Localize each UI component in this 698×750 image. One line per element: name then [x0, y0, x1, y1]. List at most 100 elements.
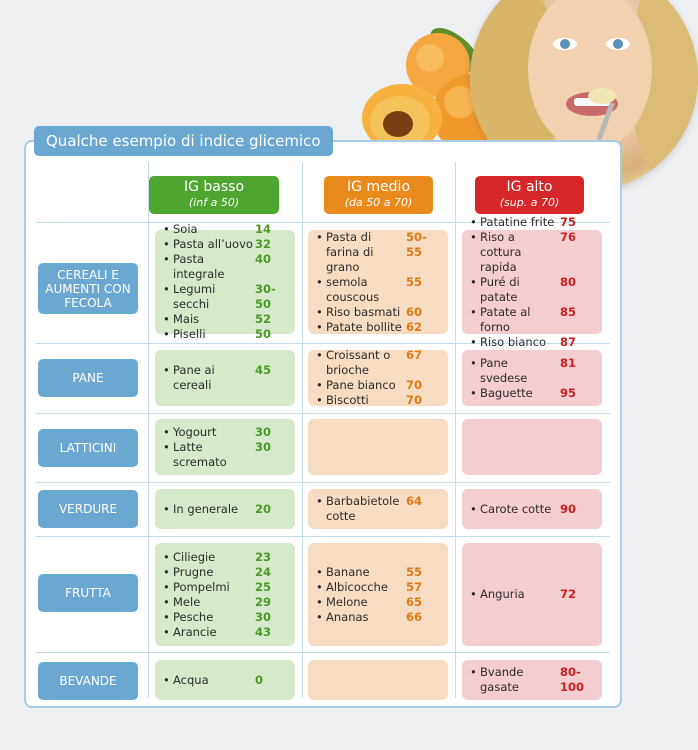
food-item: • Patatine frite 75	[470, 215, 594, 230]
glycemic-index-value: 65	[406, 594, 423, 609]
food-item: • Carote cotte 90	[470, 502, 594, 517]
glycemic-index-value: 55	[406, 564, 423, 579]
food-name: Melone	[326, 594, 368, 609]
food-name: Patate bollite	[326, 319, 402, 334]
cell-latticini-high	[462, 419, 602, 475]
food-item: • Banane 55	[316, 565, 440, 580]
bullet-icon: •	[163, 363, 170, 377]
bullet-icon: •	[470, 214, 477, 229]
food-name: Barbabietole cotte	[326, 494, 400, 523]
food-item: • Legumi secchi 30-50	[163, 282, 287, 312]
food-name: Bvande gasate	[480, 665, 524, 694]
food-item: • Mele 29	[163, 595, 287, 610]
glycemic-index-value: 30	[255, 439, 272, 454]
glycemic-index-value: 76	[560, 229, 577, 244]
food-name: Riso a cottura rapida	[480, 229, 522, 274]
cell-bevande-high: • Bvande gasate 80-100	[462, 660, 602, 700]
row-label-verdure: VERDURE	[38, 490, 138, 528]
food-name: Piselli	[173, 327, 206, 341]
glycemic-index-value: 70	[406, 378, 423, 392]
row-label-cereali: CEREALI E AUMENTI CON FECOLA	[38, 263, 138, 314]
food-item: • Ananas 66	[316, 610, 440, 625]
glycemic-index-value: 81	[560, 355, 577, 370]
bullet-icon: •	[470, 355, 477, 370]
food-name: Ciliegie	[173, 549, 216, 564]
glycemic-index-value: 29	[255, 594, 272, 609]
bullet-icon: •	[163, 222, 170, 236]
bullet-icon: •	[316, 319, 323, 334]
food-name: Pane bianco	[326, 378, 396, 392]
cell-bevande-low: • Acqua 0	[155, 660, 295, 700]
column-header-ig-alto: IG alto (sup. a 70)	[475, 176, 584, 214]
grid-line	[36, 652, 610, 653]
glycemic-index-value: 64	[406, 494, 423, 508]
bullet-icon: •	[163, 312, 170, 326]
column-header-range: (inf a 50)	[188, 196, 240, 209]
food-item: • Croissant o brioche 67	[316, 348, 440, 378]
food-name: Pasta integrale	[173, 252, 225, 281]
food-name: Prugne	[173, 564, 214, 579]
cell-pane-high: • Pane svedese 81 • Baguette 95	[462, 350, 602, 406]
food-item: • Mais 52	[163, 312, 287, 327]
glycemic-index-value: 50	[255, 327, 272, 341]
row-label-frutta: FRUTTA	[38, 574, 138, 612]
column-header-label: IG alto	[506, 179, 553, 195]
bullet-icon: •	[163, 252, 170, 266]
food-name: Carote cotte	[480, 501, 552, 516]
page-title: Qualche esempio di indice glicemico	[34, 126, 333, 156]
cell-latticini-mid	[308, 419, 448, 475]
food-name: Pesche	[173, 609, 214, 624]
food-item: • Puré di patate 80	[470, 275, 594, 305]
food-item: • Pasta integrale 40	[163, 252, 287, 282]
column-header-label: IG basso	[183, 179, 245, 195]
food-item: • Arancie 43	[163, 625, 287, 640]
bullet-icon: •	[470, 385, 477, 400]
grid-line	[302, 162, 303, 698]
bullet-icon: •	[163, 501, 170, 516]
bullet-icon: •	[163, 282, 170, 296]
bullet-icon: •	[316, 609, 323, 624]
cell-verdure-low: • In generale 20	[155, 489, 295, 529]
food-item: • semola couscous 55	[316, 275, 440, 305]
food-item: • Soia 14	[163, 222, 287, 237]
food-name: Acqua	[173, 672, 209, 687]
glycemic-index-value: 30	[255, 424, 272, 439]
food-name: Yogourt	[173, 424, 217, 439]
grid-line	[36, 536, 610, 537]
food-name: Pompelmi	[173, 579, 230, 594]
bullet-icon: •	[163, 672, 170, 687]
bullet-icon: •	[470, 501, 477, 516]
food-item: • Barbabietole cotte 64	[316, 494, 440, 524]
glycemic-index-value: 20	[255, 501, 272, 516]
bullet-icon: •	[316, 229, 323, 244]
food-name: Mele	[173, 594, 201, 609]
bullet-icon: •	[470, 587, 477, 601]
glycemic-index-value: 24	[255, 564, 272, 579]
food-name: Riso basmati	[326, 304, 401, 319]
glycemic-index-value: 70	[406, 393, 423, 407]
bullet-icon: •	[316, 274, 323, 289]
bullet-icon: •	[470, 274, 477, 289]
bullet-icon: •	[316, 494, 323, 508]
food-item: • Pasta di farina di grano 50-55	[316, 230, 440, 275]
food-name: Riso bianco	[480, 334, 547, 349]
grid-line	[36, 343, 610, 344]
food-name: Croissant o brioche	[326, 348, 391, 377]
food-name: Latte scremato	[173, 439, 227, 469]
food-name: Arancie	[173, 624, 217, 639]
food-name: Patate al forno	[480, 304, 531, 334]
glycemic-index-value: 60	[406, 304, 423, 319]
glycemic-index-value: 95	[560, 385, 577, 400]
column-header-ig-basso: IG basso (inf a 50)	[149, 176, 279, 214]
food-item: • Pane ai cereali 45	[163, 363, 287, 393]
food-item: • Yogourt 30	[163, 425, 287, 440]
food-name: Pane svedese	[480, 355, 528, 385]
glycemic-index-value: 45	[255, 363, 272, 377]
cell-frutta-high: • Anguria 72	[462, 543, 602, 646]
food-item: • Riso basmati 60	[316, 305, 440, 320]
food-item: • Pesche 30	[163, 610, 287, 625]
bullet-icon: •	[163, 579, 170, 594]
food-name: Legumi secchi	[173, 282, 216, 311]
glycemic-index-value: 23	[255, 549, 272, 564]
glycemic-index-value: 25	[255, 579, 272, 594]
